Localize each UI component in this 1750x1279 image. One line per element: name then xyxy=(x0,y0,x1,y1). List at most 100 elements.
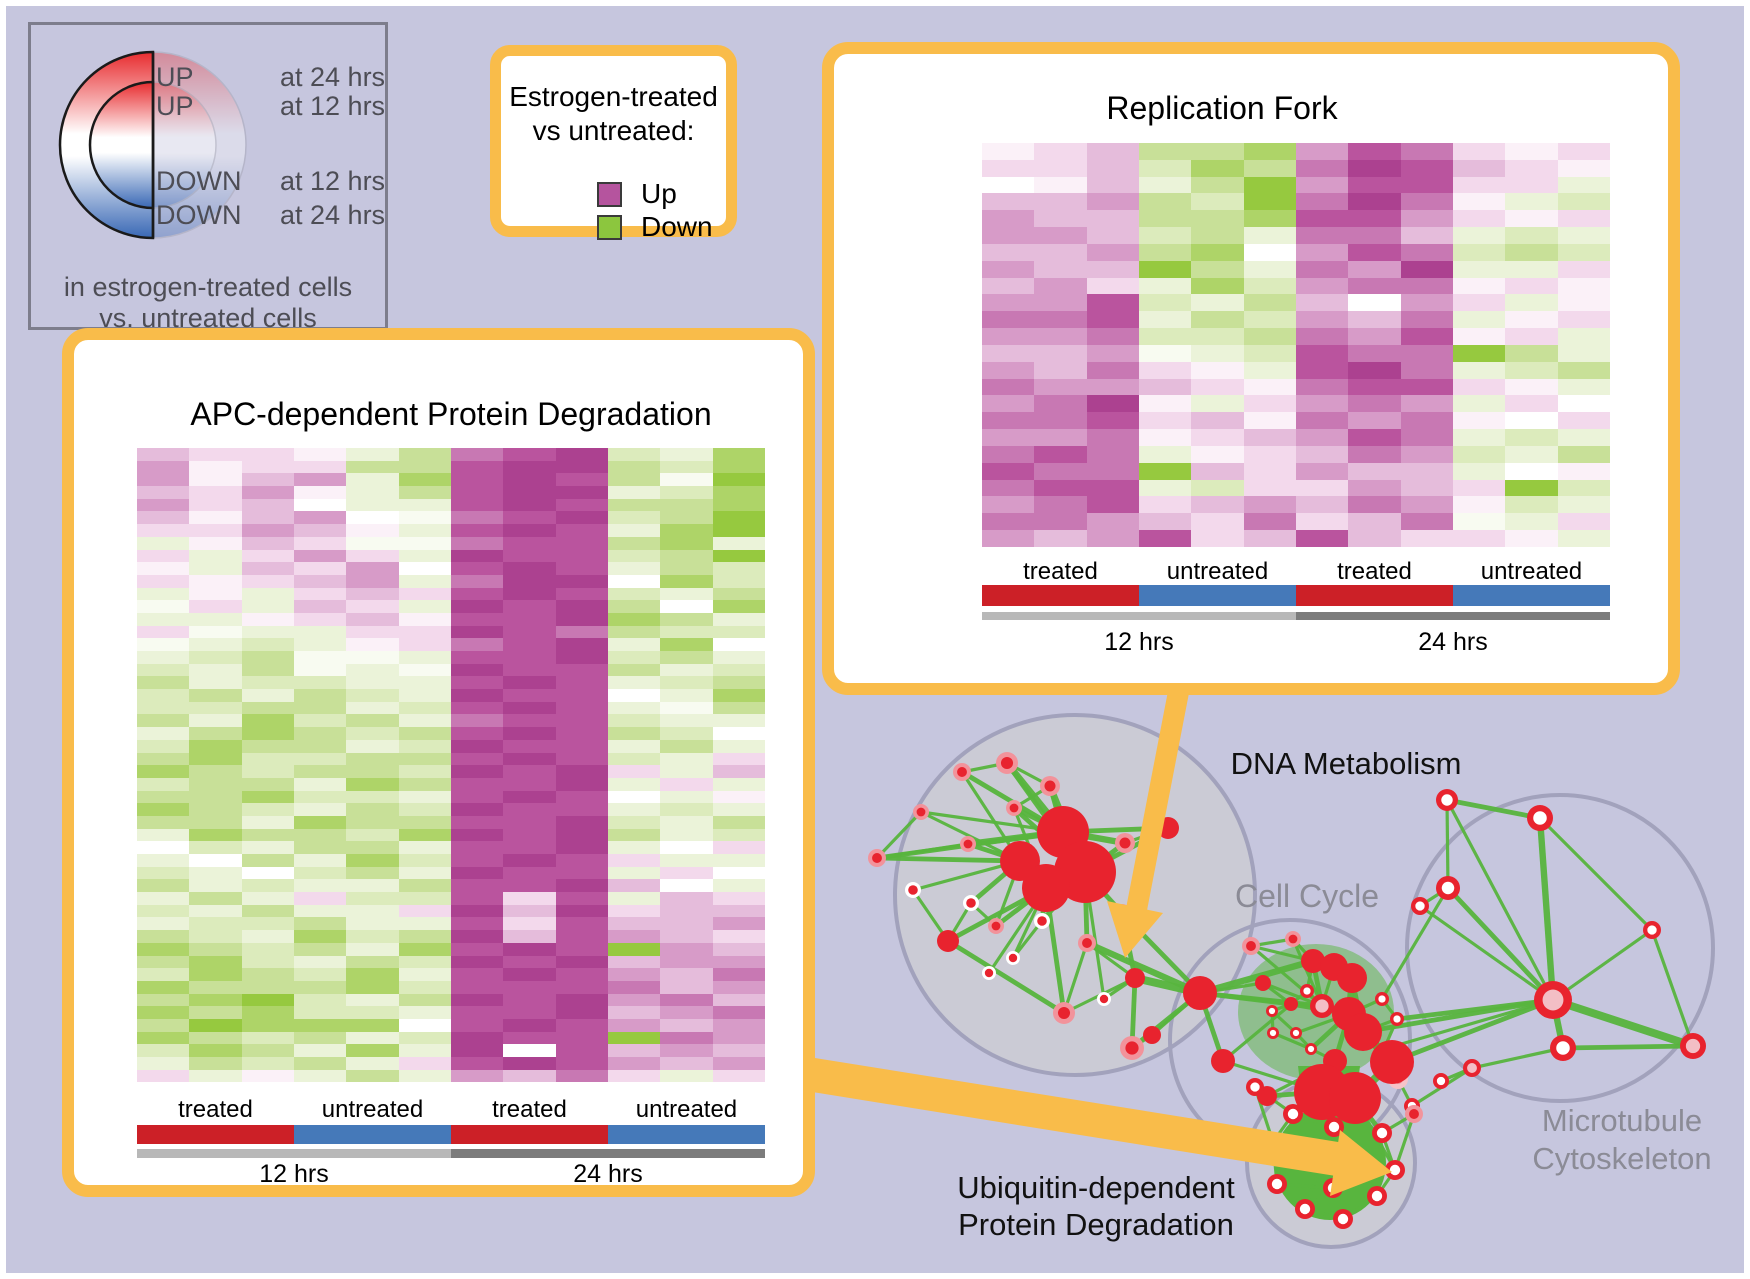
heatmap-cell xyxy=(660,536,713,550)
heatmap-cell xyxy=(607,524,661,537)
heatmap-row xyxy=(137,930,765,943)
heatmap-cell xyxy=(1191,243,1244,261)
heatmap-cell xyxy=(660,980,713,994)
heatmap-cell xyxy=(982,462,1035,480)
updown-legend: Estrogen-treated vs untreated: Up Down xyxy=(490,45,737,242)
updown-legend-title-2: vs untreated: xyxy=(532,115,695,146)
heatmap-cell xyxy=(1191,445,1244,463)
heatmap-cell xyxy=(1348,227,1401,244)
heatmap-cell xyxy=(241,854,294,867)
heatmap-cell xyxy=(555,600,608,613)
heatmap-cell xyxy=(712,651,765,664)
gene-node xyxy=(1255,975,1271,991)
heatmap-cell xyxy=(398,448,451,461)
heatmap-row xyxy=(137,1057,765,1070)
heatmap-cell xyxy=(1138,176,1192,194)
heatmap-cell xyxy=(1295,176,1349,194)
heatmap-cell xyxy=(555,651,608,664)
heatmap-cell xyxy=(982,445,1035,463)
heatmap-cell xyxy=(982,513,1035,531)
heatmap-cell xyxy=(293,1069,347,1083)
heatmap-cell xyxy=(450,968,504,981)
heatmap-cell xyxy=(660,562,713,575)
heatmap-cell xyxy=(607,511,661,525)
heatmap-cell xyxy=(712,1031,765,1045)
heatmap-cell xyxy=(712,955,765,969)
gene-node-core xyxy=(1125,1041,1139,1055)
heatmap-cell xyxy=(1295,193,1349,211)
heatmap-cell xyxy=(660,866,713,880)
heatmap-cell xyxy=(607,663,661,677)
heatmap-cell xyxy=(1295,260,1349,278)
heatmap-cell xyxy=(1191,159,1244,177)
heatmap-cell xyxy=(1034,378,1087,396)
heatmap-row xyxy=(982,395,1610,413)
heatmap-cell xyxy=(1086,227,1139,244)
heatmap-cell xyxy=(712,511,765,525)
color-scale-legend: UP at 24 hrs UP at 12 hrs DOWN at 12 hrs DOWN a… xyxy=(28,22,388,333)
heatmap-cell xyxy=(137,917,190,931)
heatmap-cell xyxy=(1505,277,1558,295)
group-label-0: treated xyxy=(1023,558,1098,585)
heatmap-cell xyxy=(1034,513,1087,531)
heatmap-cell xyxy=(398,854,451,867)
heatmap-cell xyxy=(137,866,190,880)
heatmap-cell xyxy=(450,930,504,943)
heatmap-cell xyxy=(1452,277,1506,295)
heatmap-cell xyxy=(712,498,765,512)
heatmap-cell xyxy=(346,663,399,677)
heatmap-cell xyxy=(241,892,294,905)
heatmap-cell xyxy=(555,993,608,1007)
heatmap-cell xyxy=(241,1044,294,1057)
heatmap-cell xyxy=(1505,429,1558,446)
heatmap-cell xyxy=(450,917,504,931)
heatmap-row xyxy=(137,486,765,499)
heatmap-cell xyxy=(1191,227,1244,244)
heatmap-cell xyxy=(346,486,399,499)
heatmap-cell xyxy=(503,600,556,613)
heatmap-cell xyxy=(450,1057,504,1070)
heatmap-cell xyxy=(1191,479,1244,497)
heatmap-cell xyxy=(398,562,451,575)
heatmap-cell xyxy=(1452,429,1506,446)
heatmap-cell xyxy=(555,587,608,601)
heatmap-cell xyxy=(555,879,608,893)
heatmap-cell xyxy=(1243,143,1296,160)
heatmap-cell xyxy=(1295,395,1349,413)
heatmap-cell xyxy=(450,612,504,626)
heatmap-cell xyxy=(1452,176,1506,194)
heatmap-cell xyxy=(712,854,765,867)
heatmap-cell xyxy=(982,294,1035,312)
heatmap-cell xyxy=(137,676,190,690)
heatmap-cell xyxy=(346,777,399,791)
heatmap-cell xyxy=(398,460,451,474)
heatmap-cell xyxy=(1452,395,1506,413)
heatmap-cell xyxy=(1348,361,1401,379)
heatmap-cell xyxy=(137,600,190,613)
heatmap-row xyxy=(982,378,1610,396)
heatmap-cell xyxy=(398,1018,451,1032)
heatmap-cell xyxy=(1557,361,1610,379)
heatmap-cell xyxy=(503,739,556,753)
heatmap-cell xyxy=(1557,277,1610,295)
gene-node-core xyxy=(1467,1063,1477,1073)
heatmap-cell xyxy=(398,866,451,880)
gene-node xyxy=(1022,864,1070,912)
heatmap-cell xyxy=(1452,243,1506,261)
legend-swatch-down xyxy=(597,215,622,240)
heatmap-cell xyxy=(555,638,608,651)
heatmap-cell xyxy=(1086,193,1139,211)
heatmap-cell xyxy=(241,1018,294,1032)
heatmap-cell xyxy=(1086,159,1139,177)
heatmap-cell xyxy=(346,739,399,753)
heatmap-cell xyxy=(1505,243,1558,261)
gene-node-core xyxy=(916,807,926,817)
heatmap-cell xyxy=(189,803,242,816)
heatmap-cell xyxy=(607,980,661,994)
heatmap-cell xyxy=(660,600,713,613)
heatmap-cell xyxy=(607,892,661,905)
heatmap-cell xyxy=(346,524,399,537)
heatmap-cell xyxy=(1452,445,1506,463)
replication-fork-panel: Replication Fork treated untreated treated… xyxy=(822,42,1680,695)
treated-bar xyxy=(450,1125,608,1144)
